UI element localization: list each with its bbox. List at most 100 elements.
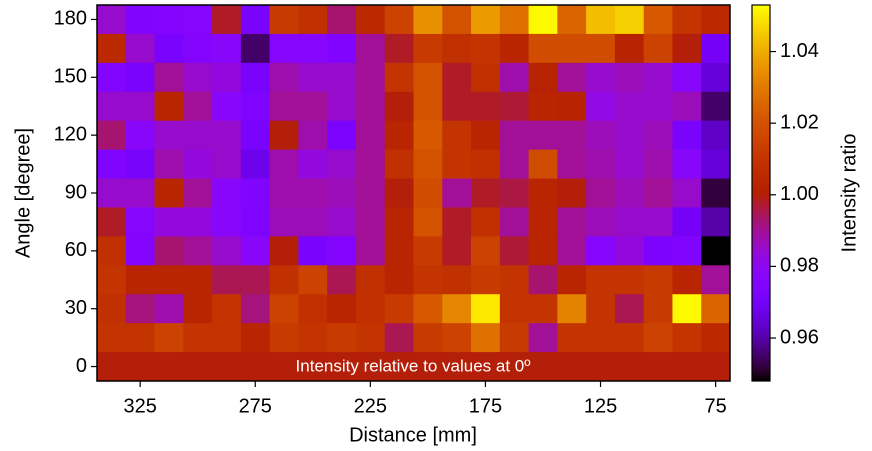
heatmap-cell xyxy=(298,265,328,295)
heatmap-cell xyxy=(97,294,127,324)
x-tick-label: 75 xyxy=(704,395,726,417)
heatmap-cell xyxy=(355,62,386,93)
heatmap-cell xyxy=(701,149,731,179)
heatmap-cell xyxy=(442,91,472,122)
heatmap-cell xyxy=(327,62,357,93)
colorbar-tick-label: 1.00 xyxy=(780,183,819,205)
heatmap-cell xyxy=(586,5,616,35)
heatmap-cell xyxy=(528,91,558,122)
heatmap-cell xyxy=(183,323,213,353)
heatmap-cell xyxy=(528,294,558,324)
heatmap-cell xyxy=(586,33,616,64)
heatmap-cell xyxy=(125,62,155,93)
heatmap-cell xyxy=(298,207,328,237)
heatmap-cell xyxy=(97,91,127,122)
y-tick-label: 90 xyxy=(65,181,87,203)
heatmap-cell xyxy=(614,178,645,208)
heatmap-cell xyxy=(327,178,357,208)
heatmap-cell xyxy=(413,91,443,122)
heatmap-cell xyxy=(240,91,271,122)
heatmap-cell xyxy=(384,352,414,382)
heatmap-cell xyxy=(586,294,616,324)
heatmap-cell xyxy=(528,352,558,382)
heatmap-cell xyxy=(327,120,357,151)
heatmap-cell xyxy=(183,207,213,237)
heatmap-cell xyxy=(154,323,184,353)
heatmap-cell xyxy=(355,323,386,353)
heatmap-cell xyxy=(212,265,242,295)
heatmap-cell xyxy=(125,207,155,237)
heatmap-cell xyxy=(327,265,357,295)
heatmap-cell xyxy=(672,178,702,208)
heatmap-cell xyxy=(442,149,472,179)
heatmap-cell xyxy=(701,323,731,353)
heatmap-cell xyxy=(557,178,587,208)
heatmap-cell xyxy=(212,62,242,93)
heatmap-cell xyxy=(125,236,155,266)
heatmap-cell xyxy=(384,149,414,179)
heatmap-cell xyxy=(154,207,184,237)
heatmap-cell xyxy=(125,352,155,382)
heatmap-cell xyxy=(499,62,529,93)
heatmap-cell xyxy=(413,149,443,179)
heatmap-cell xyxy=(586,62,616,93)
heatmap-cell xyxy=(97,352,127,382)
heatmap-cell xyxy=(327,91,357,122)
heatmap-cell xyxy=(154,120,184,151)
heatmap-cell xyxy=(586,178,616,208)
heatmap-cell xyxy=(183,178,213,208)
heatmap-cell xyxy=(614,149,645,179)
heatmap-cell xyxy=(97,62,127,93)
heatmap-cell xyxy=(557,207,587,237)
heatmap-cell xyxy=(701,294,731,324)
heatmap-cell xyxy=(701,120,731,151)
heatmap-cell xyxy=(269,352,299,382)
heatmap-cell xyxy=(614,33,645,64)
heatmap-cell xyxy=(413,323,443,353)
colorbar-tick-label: 1.04 xyxy=(780,40,819,62)
heatmap-cell xyxy=(97,265,127,295)
heatmap-cell xyxy=(499,352,529,382)
heatmap-cell xyxy=(240,120,271,151)
heatmap-cell xyxy=(269,323,299,353)
heatmap-cell xyxy=(269,178,299,208)
heatmap-cell xyxy=(672,236,702,266)
heatmap-cell xyxy=(269,207,299,237)
heatmap-cell xyxy=(643,265,673,295)
heatmap-cell xyxy=(327,207,357,237)
heatmap-cell xyxy=(643,5,673,35)
heatmap-cell xyxy=(586,120,616,151)
heatmap-cell xyxy=(183,91,213,122)
heatmap-cell xyxy=(471,5,501,35)
heatmap-cell xyxy=(97,120,127,151)
heatmap-cell xyxy=(298,352,328,382)
heatmap-cell xyxy=(557,33,587,64)
heatmap-cell xyxy=(528,207,558,237)
heatmap-cell xyxy=(528,33,558,64)
heatmap-cell xyxy=(701,265,731,295)
heatmap-cell xyxy=(183,265,213,295)
heatmap-cell xyxy=(212,33,242,64)
heatmap-cell xyxy=(528,62,558,93)
heatmap-cell xyxy=(240,62,271,93)
heatmap-cell xyxy=(643,91,673,122)
heatmap xyxy=(97,5,731,382)
heatmap-cell xyxy=(355,91,386,122)
heatmap-cell xyxy=(212,178,242,208)
heatmap-cell xyxy=(355,178,386,208)
heatmap-cell xyxy=(384,120,414,151)
heatmap-cell xyxy=(586,207,616,237)
heatmap-cell xyxy=(327,294,357,324)
heatmap-cell xyxy=(614,352,645,382)
colorbar xyxy=(751,4,771,382)
heatmap-cell xyxy=(442,33,472,64)
heatmap-cell xyxy=(471,120,501,151)
heatmap-cell xyxy=(355,207,386,237)
heatmap-cell xyxy=(499,207,529,237)
heatmap-cell xyxy=(384,178,414,208)
heatmap-cell xyxy=(384,62,414,93)
heatmap-cell xyxy=(442,120,472,151)
heatmap-cell xyxy=(269,91,299,122)
heatmap-cell xyxy=(701,178,731,208)
heatmap-cell xyxy=(471,265,501,295)
